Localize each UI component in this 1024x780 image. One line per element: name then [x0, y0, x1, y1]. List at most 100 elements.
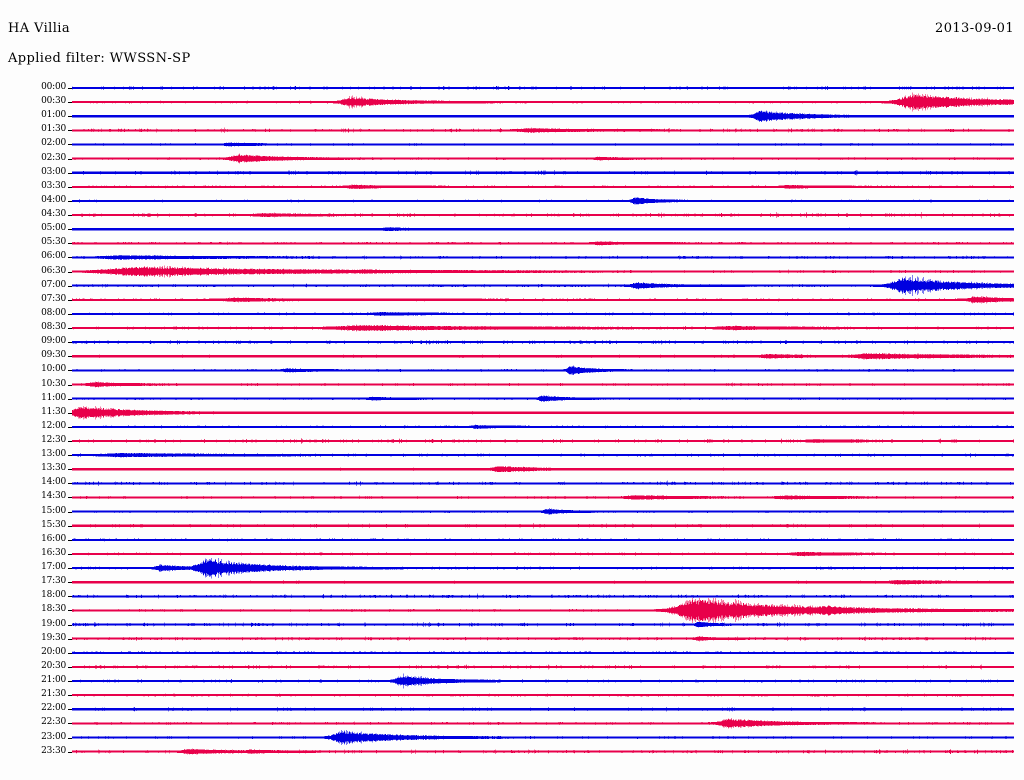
time-tick-label: 00:30	[41, 96, 66, 107]
trace-row	[72, 748, 1014, 756]
trace-row	[72, 718, 1014, 729]
trace-row	[72, 538, 1014, 542]
trace-row	[72, 311, 1014, 316]
trace-row	[72, 274, 1014, 297]
time-tick-label: 05:00	[41, 223, 66, 234]
time-tick-mark	[68, 229, 72, 230]
time-tick-label: 15:00	[41, 505, 66, 516]
time-tick-label: 08:30	[41, 322, 66, 333]
trace-row	[72, 339, 1014, 345]
trace-row	[72, 651, 1014, 655]
seismogram-plot	[72, 84, 1014, 756]
time-tick-mark	[68, 300, 72, 301]
time-tick-label: 14:30	[41, 491, 66, 502]
station-title: HA Villia	[8, 21, 70, 36]
time-tick-mark	[68, 144, 72, 145]
time-tick-mark	[68, 173, 72, 174]
trace-row	[72, 169, 1014, 176]
trace-row	[72, 211, 1014, 219]
time-tick-mark	[68, 625, 72, 626]
trace-row	[72, 579, 1014, 585]
trace-row	[72, 127, 1014, 134]
trace-row	[72, 693, 1014, 697]
time-tick-label: 13:00	[41, 449, 66, 460]
time-tick-mark	[68, 201, 72, 202]
time-tick-label: 17:00	[41, 562, 66, 573]
time-tick-mark	[68, 610, 72, 611]
time-tick-mark	[68, 130, 72, 131]
trace-row	[72, 706, 1014, 712]
trace-row	[72, 635, 1014, 642]
time-tick-label: 10:30	[41, 378, 66, 389]
time-tick-mark	[68, 709, 72, 710]
time-tick-mark	[68, 159, 72, 160]
time-tick-mark	[68, 314, 72, 315]
time-tick-mark	[68, 512, 72, 513]
record-date: 2013-09-01	[935, 21, 1014, 36]
trace-row	[72, 522, 1014, 529]
time-tick-label: 06:30	[41, 265, 66, 276]
applied-filter-label: Applied filter: WWSSN-SP	[8, 51, 191, 66]
time-tick-label: 15:30	[41, 519, 66, 530]
time-tick-mark	[68, 695, 72, 696]
trace-row	[72, 109, 1014, 123]
trace-row	[72, 153, 1014, 164]
time-tick-label: 16:30	[41, 547, 66, 558]
time-tick-label: 07:00	[41, 279, 66, 290]
time-tick-label: 23:30	[41, 745, 66, 756]
time-tick-label: 20:00	[41, 646, 66, 657]
time-tick-label: 20:30	[41, 660, 66, 671]
time-tick-mark	[68, 738, 72, 739]
trace-canvas	[72, 85, 1014, 756]
time-tick-mark	[68, 370, 72, 371]
time-tick-label: 08:00	[41, 307, 66, 318]
trace-row	[72, 296, 1014, 304]
time-tick-label: 19:00	[41, 618, 66, 629]
trace-row	[72, 404, 1014, 421]
trace-row	[72, 324, 1014, 332]
time-tick-mark	[68, 342, 72, 343]
trace-row	[72, 381, 1014, 388]
trace-row	[72, 265, 1014, 278]
time-tick-mark	[68, 257, 72, 258]
trace-row	[72, 621, 1014, 628]
trace-row	[72, 241, 1014, 246]
trace-row	[72, 551, 1014, 557]
time-tick-mark	[68, 582, 72, 583]
time-tick-mark	[68, 399, 72, 400]
time-tick-label: 17:30	[41, 576, 66, 587]
time-tick-label: 22:00	[41, 703, 66, 714]
time-tick-mark	[68, 639, 72, 640]
time-tick-mark	[68, 568, 72, 569]
time-tick-label: 10:00	[41, 364, 66, 375]
time-tick-label: 14:00	[41, 477, 66, 488]
time-tick-mark	[68, 483, 72, 484]
time-tick-label: 03:30	[41, 180, 66, 191]
trace-row	[72, 226, 1014, 232]
time-tick-mark	[68, 215, 72, 216]
trace-row	[72, 364, 1014, 376]
trace-row	[72, 593, 1014, 600]
time-tick-label: 21:30	[41, 689, 66, 700]
time-tick-mark	[68, 116, 72, 117]
trace-row	[72, 672, 1014, 690]
time-tick-mark	[68, 187, 72, 188]
time-tick-mark	[68, 723, 72, 724]
time-tick-label: 18:00	[41, 590, 66, 601]
trace-row	[72, 480, 1014, 487]
trace-row	[72, 424, 1014, 430]
time-tick-mark	[68, 540, 72, 541]
time-tick-label: 05:30	[41, 237, 66, 248]
time-tick-mark	[68, 497, 72, 498]
time-tick-mark	[68, 427, 72, 428]
time-tick-mark	[68, 385, 72, 386]
trace-row	[72, 729, 1014, 746]
time-tick-mark	[68, 681, 72, 682]
time-tick-mark	[68, 356, 72, 357]
trace-row	[72, 494, 1014, 501]
time-tick-label: 03:00	[41, 166, 66, 177]
time-tick-label: 22:30	[41, 717, 66, 728]
trace-row	[72, 85, 1014, 91]
time-tick-label: 04:00	[41, 194, 66, 205]
time-tick-mark	[68, 596, 72, 597]
